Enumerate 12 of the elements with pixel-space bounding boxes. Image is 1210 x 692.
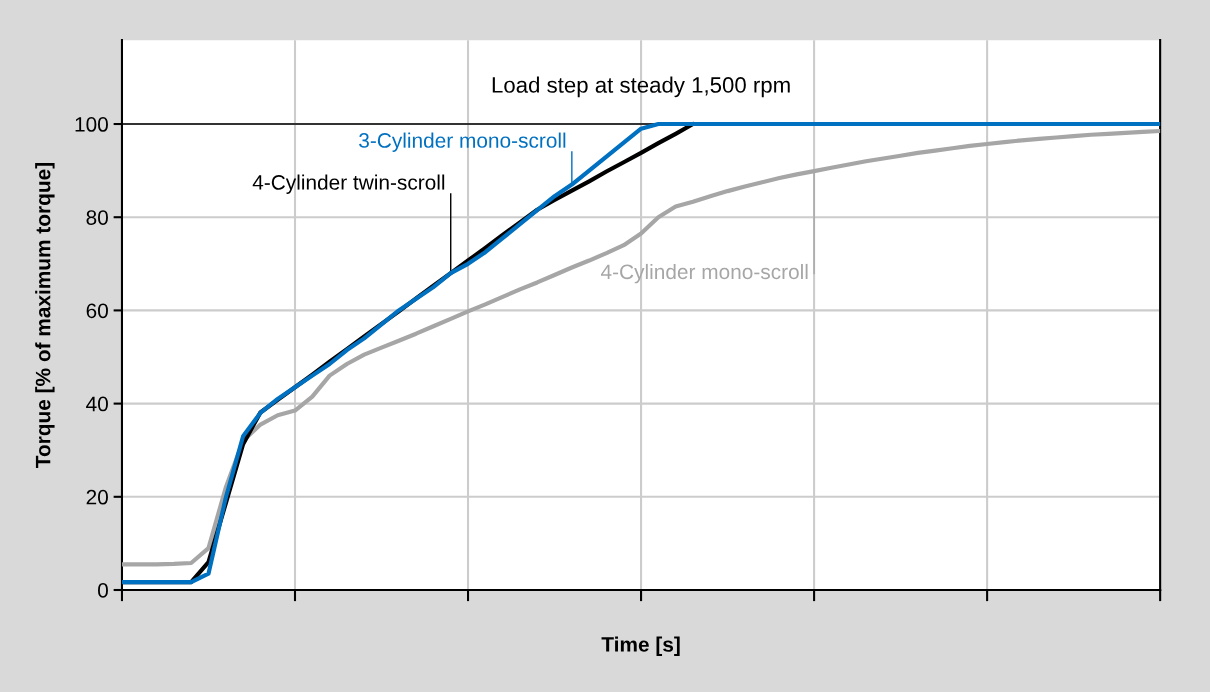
series-label: 3-Cylinder mono-scroll — [359, 132, 566, 152]
y-tick-label: 80 — [86, 210, 108, 225]
y-tick-label: 60 — [86, 303, 108, 319]
x-axis-title: Time [s] — [601, 636, 680, 656]
y-tick-label: 100 — [75, 117, 108, 132]
annotation: Load step at steady 1,500 rpm — [492, 76, 790, 98]
series-label: 4-Cylinder mono-scroll — [600, 263, 808, 284]
y-tick-label: 20 — [86, 489, 108, 505]
y-tick-label: 0 — [98, 583, 108, 598]
y-axis-title: Torque [% of maximum torque] — [35, 163, 55, 468]
text: 4-Cylinder twin-scroll — [252, 174, 445, 194]
y-tick-label: 40 — [86, 396, 108, 412]
